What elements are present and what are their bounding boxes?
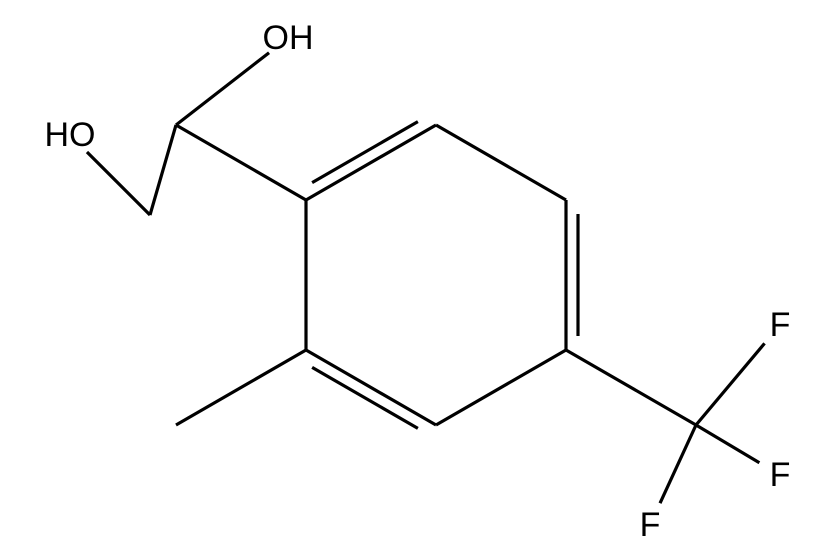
atom-label: F	[770, 306, 791, 344]
bond	[150, 125, 176, 215]
atom-label: OH	[263, 19, 314, 57]
atom-label: F	[770, 456, 791, 494]
bond	[306, 122, 436, 200]
bond	[696, 425, 759, 463]
bond	[566, 350, 696, 425]
bond	[176, 53, 269, 125]
bond	[566, 200, 578, 350]
bond	[306, 350, 436, 428]
bond	[696, 343, 765, 425]
bond	[176, 350, 306, 425]
atom-label: F	[640, 506, 661, 544]
bond	[87, 152, 150, 215]
molecule-diagram: F F F OH HO	[0, 0, 834, 552]
bond	[436, 125, 566, 200]
bond	[660, 425, 696, 503]
bond	[436, 350, 566, 425]
atom-label: HO	[45, 116, 96, 154]
bond	[176, 125, 306, 200]
